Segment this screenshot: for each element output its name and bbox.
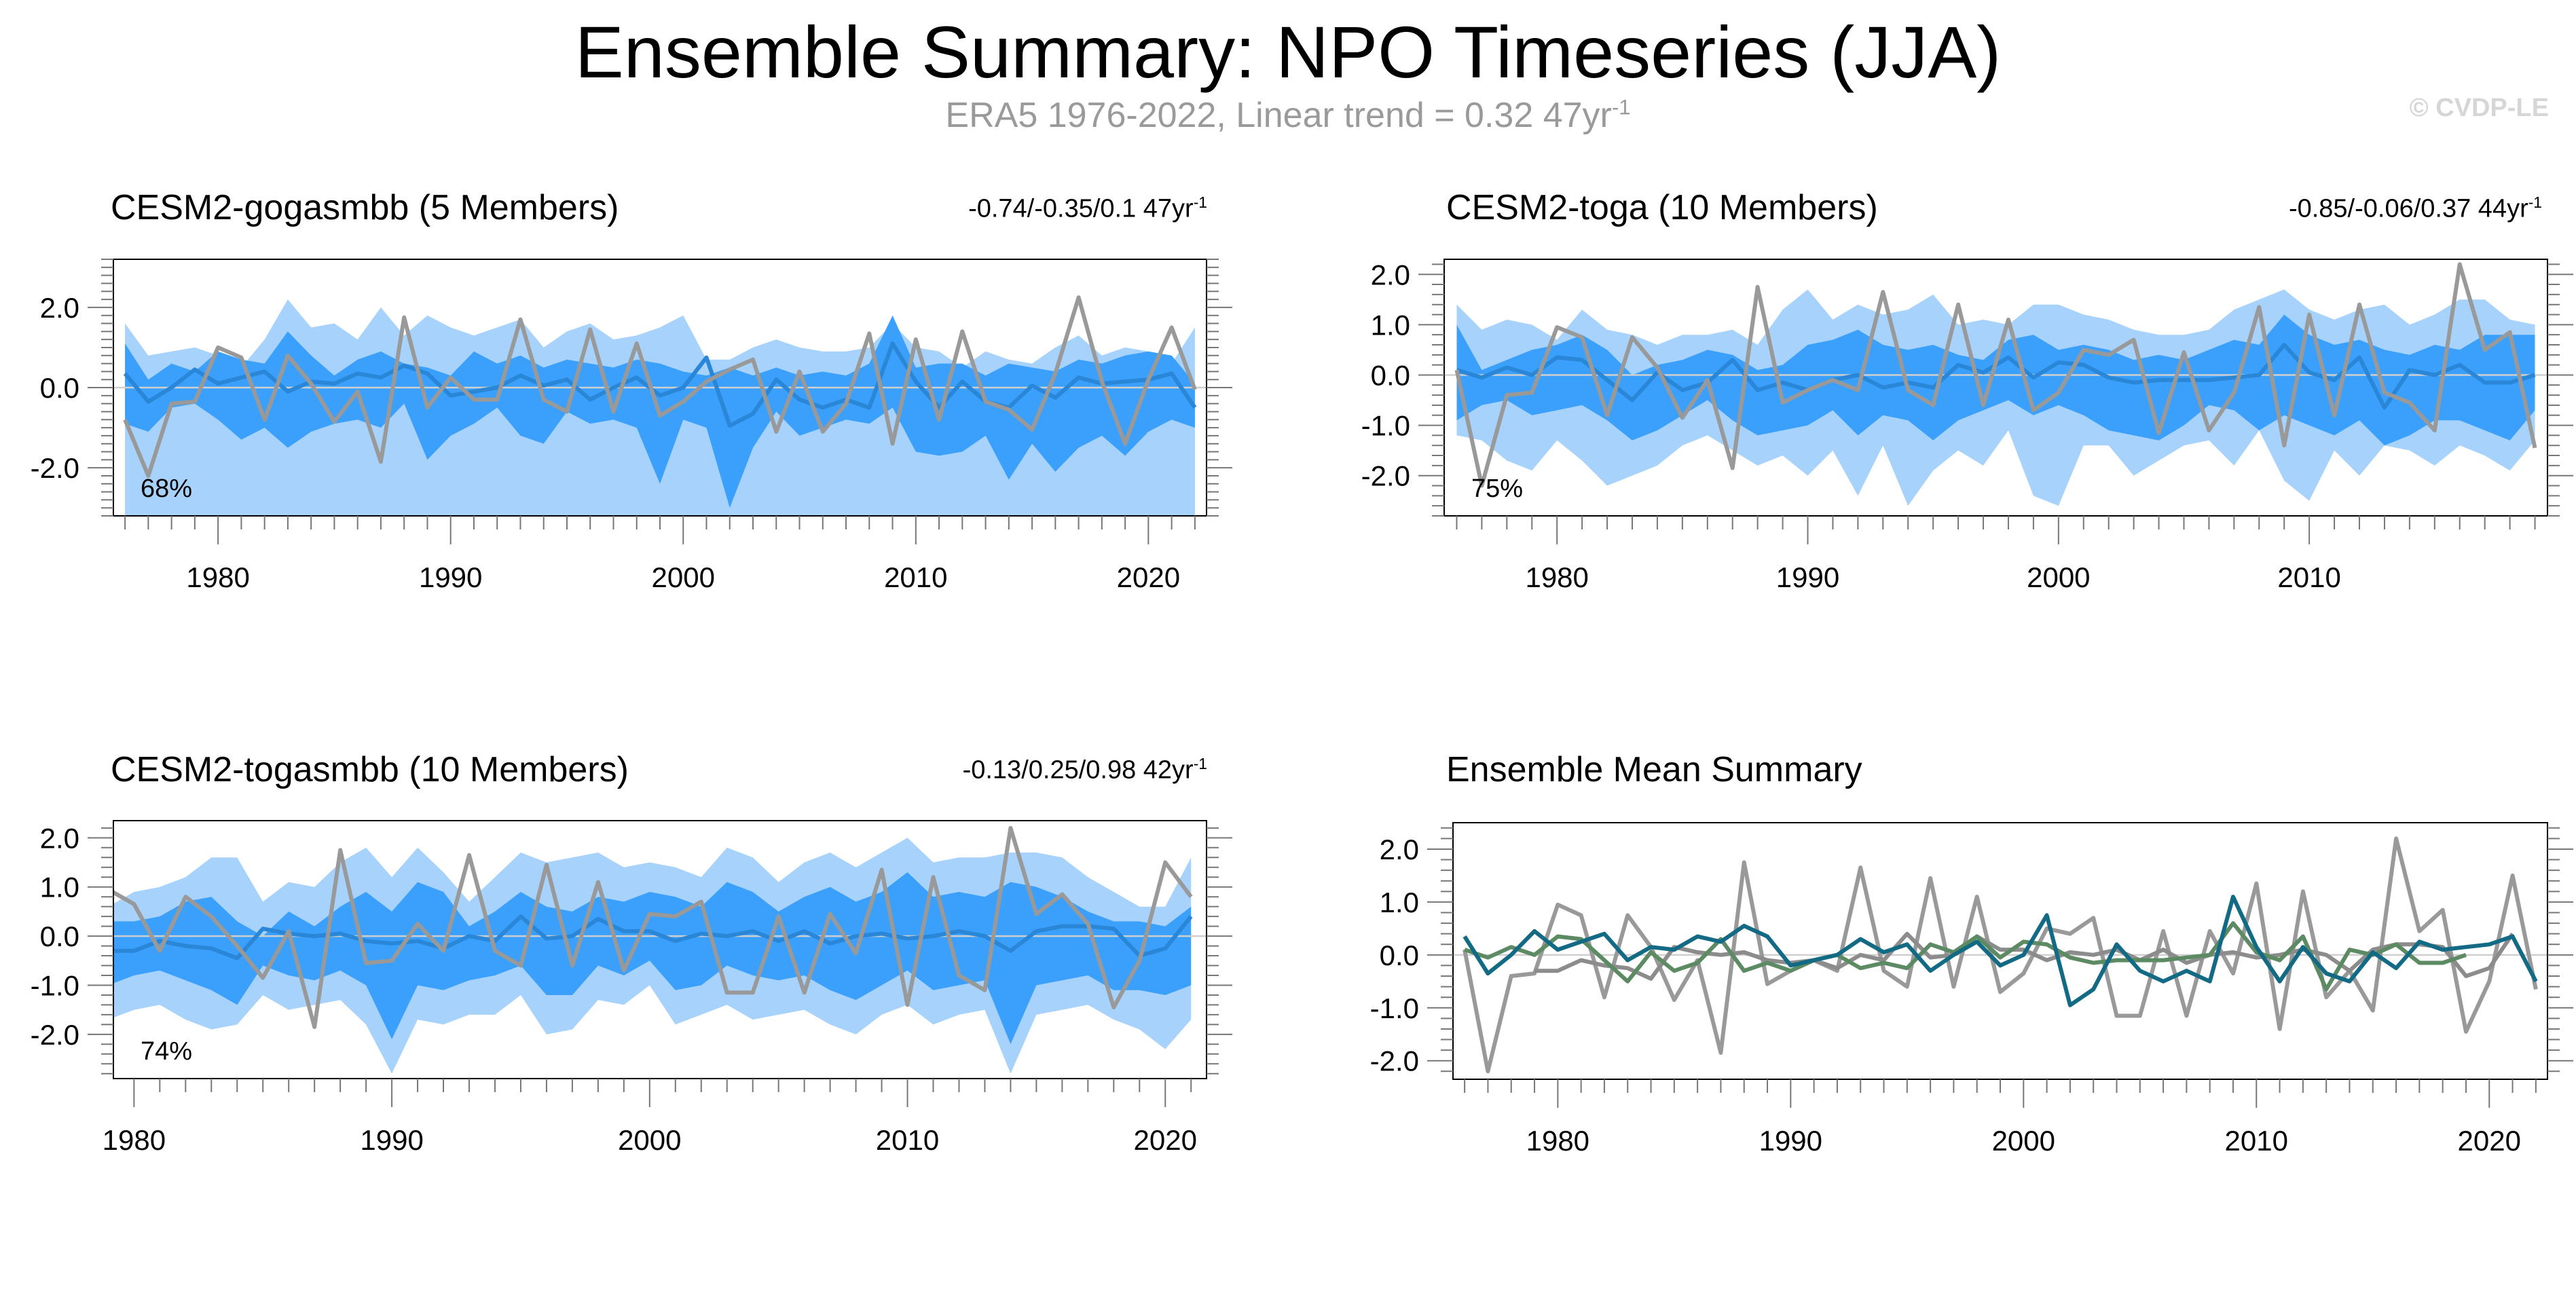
togasmbb-ytick-label: -2.0 bbox=[31, 1019, 79, 1051]
panel-summary-title: Ensemble Mean Summary bbox=[1446, 750, 1862, 789]
summary-plot-area bbox=[1453, 836, 2547, 1074]
panel-toga-trend: -0.85/-0.06/0.37 44yr-1 bbox=[2289, 193, 2542, 224]
gogasmbb-percent-label: 68% bbox=[141, 474, 192, 503]
summary-ytick-label: 2.0 bbox=[1380, 834, 1419, 865]
summary-series-cesm2-togasmbb bbox=[1534, 931, 2515, 981]
togasmbb-ytick-label: 1.0 bbox=[40, 872, 79, 903]
toga-obs-line bbox=[1454, 262, 2537, 488]
toga-xtick-label: 1980 bbox=[1525, 561, 1588, 593]
chart-summary: 2.0 1.0 0.0 -1.0 -2.0 1980 1990 2000 2010 2020 bbox=[1370, 822, 2573, 1157]
summary-xtick-label: 2020 bbox=[2458, 1125, 2521, 1157]
toga-ytick-label: 0.0 bbox=[1371, 359, 1410, 391]
gogasmbb-xtick-label: 1990 bbox=[419, 561, 482, 593]
gogasmbb-ensemble-mean-line bbox=[123, 341, 1197, 428]
panel-toga-title: CESM2-toga (10 Members) bbox=[1446, 188, 1878, 227]
toga-ytick-label: 1.0 bbox=[1371, 309, 1410, 341]
panel-togasmbb-trend-sup: -1 bbox=[1193, 755, 1207, 772]
gogasmbb-obs-line bbox=[123, 295, 1197, 478]
toga-ytick-label: -1.0 bbox=[1361, 410, 1410, 442]
gogasmbb-xtick-label: 2020 bbox=[1117, 561, 1180, 593]
summary-ytick-label: 0.0 bbox=[1380, 939, 1419, 971]
togasmbb-xtick-label: 2020 bbox=[1134, 1124, 1197, 1156]
togasmbb-frame bbox=[113, 820, 1207, 1079]
subtitle-superscript: -1 bbox=[1611, 95, 1631, 119]
togasmbb-obs-line bbox=[113, 825, 1193, 1029]
panel-toga-trend-sup: -1 bbox=[2528, 193, 2542, 211]
toga-xtick-label: 2000 bbox=[2027, 561, 2090, 593]
summary-ytick-label: -1.0 bbox=[1370, 992, 1419, 1024]
toga-frame bbox=[1443, 259, 2548, 517]
togasmbb-plot-area bbox=[113, 825, 1207, 1074]
summary-series-cesm2-toga bbox=[1464, 921, 2467, 992]
toga-plot-area bbox=[1444, 262, 2547, 506]
gogasmbb-ytick-label: -2.0 bbox=[31, 452, 79, 484]
gogasmbb-plot-area bbox=[113, 295, 1207, 516]
panel-gogasmbb-trend-sup: -1 bbox=[1193, 193, 1207, 211]
summary-ytick-label: -2.0 bbox=[1370, 1045, 1419, 1077]
summary-xtick-label: 1990 bbox=[1759, 1125, 1822, 1157]
summary-xtick-label: 1980 bbox=[1526, 1125, 1589, 1157]
gogasmbb-xtick-label: 2010 bbox=[884, 561, 947, 593]
toga-xtick-label: 1990 bbox=[1776, 561, 1839, 593]
togasmbb-ytick-label: -1.0 bbox=[31, 969, 79, 1001]
panel-togasmbb-trend: -0.13/0.25/0.98 42yr-1 bbox=[963, 755, 1207, 785]
panel-togasmbb-title: CESM2-togasmbb (10 Members) bbox=[111, 750, 629, 789]
figure-subtitle: ERA5 1976-2022, Linear trend = 0.32 47yr… bbox=[0, 95, 2576, 136]
chart-togasmbb: 2.0 1.0 0.0 -1.0 -2.0 1980 1990 2000 2010 2020 74% bbox=[31, 820, 1232, 1156]
gogasmbb-xtick-label: 2000 bbox=[652, 561, 715, 593]
copyright-label: © CVDP-LE bbox=[2409, 94, 2549, 122]
togasmbb-xtick-label: 2010 bbox=[876, 1124, 939, 1156]
togasmbb-ytick-label: 0.0 bbox=[40, 920, 79, 952]
summary-series-era5 bbox=[1462, 836, 2538, 1074]
toga-percent-label: 75% bbox=[1471, 474, 1523, 503]
summary-ytick-label: 1.0 bbox=[1380, 886, 1419, 918]
togasmbb-ytick-label: 2.0 bbox=[40, 822, 79, 854]
panel-gogasmbb-trend: -0.74/-0.35/0.1 47yr-1 bbox=[968, 193, 1207, 224]
toga-ytick-label: 2.0 bbox=[1371, 259, 1410, 291]
togasmbb-xtick-label: 1990 bbox=[360, 1124, 423, 1156]
figure-title: Ensemble Summary: NPO Timeseries (JJA) bbox=[574, 11, 2002, 93]
toga-xtick-label: 2010 bbox=[2277, 561, 2340, 593]
summary-xtick-label: 2010 bbox=[2225, 1125, 2288, 1157]
subtitle-text: ERA5 1976-2022, Linear trend = 0.32 47yr bbox=[945, 96, 1612, 135]
gogasmbb-ytick-label: 0.0 bbox=[40, 372, 79, 404]
gogasmbb-ytick-label: 2.0 bbox=[40, 292, 79, 324]
togasmbb-xtick-label: 1980 bbox=[103, 1124, 166, 1156]
togasmbb-xtick-label: 2000 bbox=[618, 1124, 681, 1156]
panel-gogasmbb-trend-text: -0.74/-0.35/0.1 47yr bbox=[968, 194, 1194, 223]
chart-toga: 2.0 1.0 0.0 -1.0 -2.0 1980 1990 2000 2010 75% bbox=[1361, 259, 2573, 593]
panel-gogasmbb-title: CESM2-gogasmbb (5 Members) bbox=[111, 188, 619, 227]
panel-toga-trend-text: -0.85/-0.06/0.37 44yr bbox=[2288, 194, 2528, 223]
togasmbb-dark-band bbox=[113, 872, 1192, 1045]
toga-ytick-label: -2.0 bbox=[1361, 460, 1410, 492]
togasmbb-percent-label: 74% bbox=[141, 1037, 192, 1066]
chart-gogasmbb: 2.0 0.0 -2.0 1980 1990 2000 2010 2020 68% bbox=[31, 258, 1232, 593]
summary-xtick-label: 2000 bbox=[1992, 1125, 2055, 1157]
gogasmbb-xtick-label: 1980 bbox=[186, 561, 249, 593]
panel-togasmbb-trend-text: -0.13/0.25/0.98 42yr bbox=[962, 755, 1194, 785]
summary-series-cesm2-gogasmbb bbox=[1462, 895, 2538, 1007]
